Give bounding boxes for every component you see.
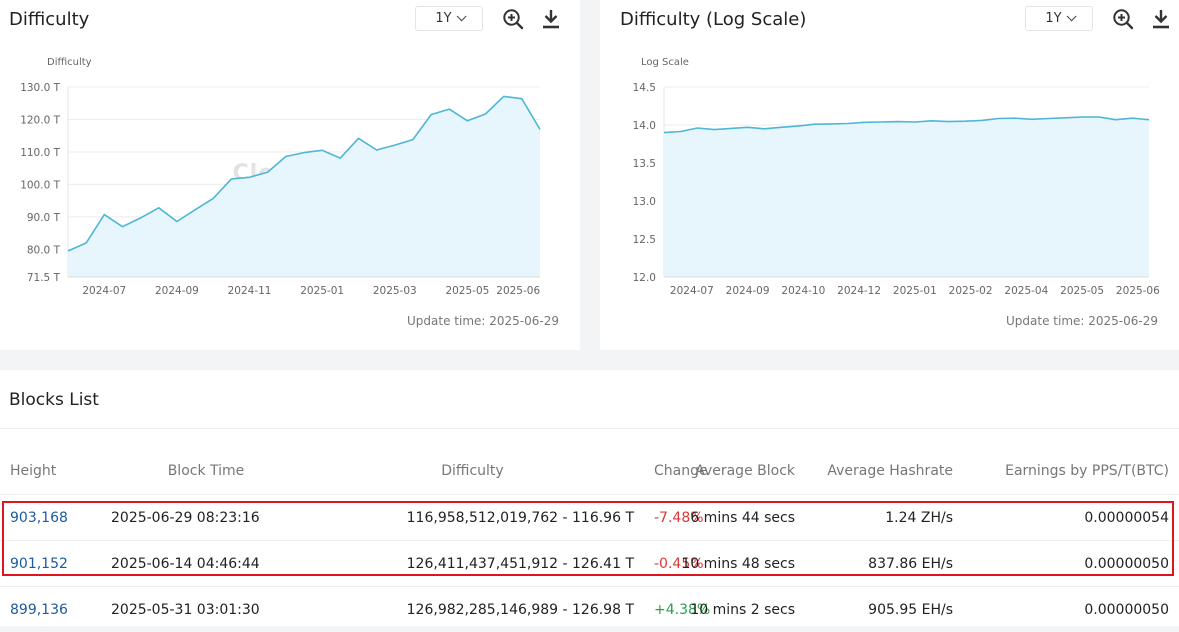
difficulty-cell: 116,958,512,019,762 - 116.96 T [301, 495, 644, 541]
blocks-table: Height Block Time Difficulty Change Aver… [0, 448, 1179, 632]
block-height-link[interactable]: 903,168 [10, 510, 68, 526]
blocks-list-title: Blocks List [9, 390, 99, 410]
column-header-earnings: Earnings by PPS/T(BTC) [963, 448, 1179, 495]
x-tick-label: 2025-05 [1060, 285, 1104, 297]
y-tick-label: 14.5 [633, 82, 656, 94]
y-tick-label: 130.0 T [20, 82, 60, 94]
average-hashrate-cell: 1.24 ZH/s [805, 495, 963, 541]
x-tick-label: 2025-06 [496, 285, 540, 297]
x-tick-label: 2024-09 [726, 285, 770, 297]
column-header-change: Change [644, 448, 660, 495]
download-icon[interactable] [1150, 8, 1172, 30]
x-tick-label: 2025-06 [1116, 285, 1160, 297]
x-tick-label: 2025-02 [949, 285, 993, 297]
y-tick-label: 71.5 T [27, 272, 61, 284]
series-area [664, 117, 1149, 277]
difficulty-cell: 126,982,285,146,989 - 126.98 T [301, 587, 644, 632]
earnings-cell: 0.00000050 [963, 587, 1179, 632]
y-tick-label: 90.0 T [27, 212, 61, 224]
block-time-cell: 2025-06-29 08:23:16 [111, 495, 301, 541]
y-tick-label: 100.0 T [20, 179, 60, 191]
log-update-time: Update time: 2025-06-29 [1006, 314, 1158, 328]
change-cell: -0.45% [644, 541, 660, 587]
log-scale-chart: Log Scale 14.5 14.0 13.5 13.0 12.5 12.0 2024-07… [600, 40, 1179, 310]
change-cell: -7.48% [644, 495, 660, 541]
table-header-row: Height Block Time Difficulty Change Aver… [0, 448, 1179, 495]
difficulty-update-time: Update time: 2025-06-29 [407, 314, 559, 328]
x-tick-label: 2025-01 [300, 285, 344, 297]
earnings-cell: 0.00000054 [963, 495, 1179, 541]
x-tick-label: 2025-04 [1004, 285, 1048, 297]
y-tick-label: 110.0 T [20, 147, 60, 159]
column-header-block-time: Block Time [111, 448, 301, 495]
block-height-link[interactable]: 899,136 [10, 602, 68, 618]
difficulty-period-value: 1Y [435, 11, 451, 26]
y-axis-title: Log Scale [641, 57, 689, 68]
y-tick-label: 80.0 T [27, 244, 61, 256]
y-tick-label: 12.0 [633, 272, 656, 284]
column-header-height: Height [0, 448, 111, 495]
chevron-down-icon [456, 11, 466, 21]
log-scale-card: Difficulty (Log Scale) 1Y Log Scale 14.5 1… [600, 0, 1179, 350]
x-tick-label: 2024-12 [837, 285, 881, 297]
difficulty-card: Difficulty 1Y Difficulty 130.0 T 120.0 T 11… [0, 0, 580, 350]
x-tick-label: 2024-11 [228, 285, 272, 297]
block-time-cell: 2025-05-31 03:01:30 [111, 587, 301, 632]
column-header-average-hashrate: Average Hashrate [805, 448, 963, 495]
x-tick-label: 2024-07 [82, 285, 126, 297]
download-icon[interactable] [540, 8, 562, 30]
table-row: 901,152 2025-06-14 04:46:44 126,411,437,… [0, 541, 1179, 587]
average-block-cell: 10 mins 48 secs [660, 541, 805, 587]
x-tick-label: 2024-10 [781, 285, 825, 297]
y-tick-label: 120.0 T [20, 114, 60, 126]
y-tick-label: 14.0 [633, 120, 656, 132]
column-header-difficulty: Difficulty [301, 448, 644, 495]
table-row: 899,136 2025-05-31 03:01:30 126,982,285,… [0, 587, 1179, 632]
change-cell: +4.38% [644, 587, 660, 632]
difficulty-title: Difficulty [9, 9, 89, 30]
series-area [68, 96, 540, 277]
zoom-in-icon[interactable] [502, 8, 524, 30]
average-hashrate-cell: 837.86 EH/s [805, 541, 963, 587]
log-period-value: 1Y [1045, 11, 1061, 26]
x-tick-label: 2024-07 [670, 285, 714, 297]
log-period-select[interactable]: 1Y [1025, 6, 1093, 31]
x-tick-label: 2025-03 [373, 285, 417, 297]
y-tick-label: 12.5 [633, 234, 656, 246]
average-hashrate-cell: 905.95 EH/s [805, 587, 963, 632]
x-tick-label: 2025-01 [893, 285, 937, 297]
log-scale-title: Difficulty (Log Scale) [620, 9, 806, 30]
difficulty-period-select[interactable]: 1Y [415, 6, 483, 31]
difficulty-chart: Difficulty 130.0 T 120.0 T 110.0 T 100.0 T 90… [0, 40, 580, 310]
earnings-cell: 0.00000050 [963, 541, 1179, 587]
table-row: 903,168 2025-06-29 08:23:16 116,958,512,… [0, 495, 1179, 541]
block-time-cell: 2025-06-14 04:46:44 [111, 541, 301, 587]
block-height-link[interactable]: 901,152 [10, 556, 68, 572]
y-axis-title: Difficulty [47, 57, 92, 68]
divider [0, 428, 1179, 429]
x-tick-label: 2024-09 [155, 285, 199, 297]
zoom-in-icon[interactable] [1112, 8, 1134, 30]
difficulty-cell: 126,411,437,451,912 - 126.41 T [301, 541, 644, 587]
y-tick-label: 13.5 [633, 158, 656, 170]
chevron-down-icon [1066, 11, 1076, 21]
y-tick-label: 13.0 [633, 196, 656, 208]
blocks-list-card: Blocks List Height Block Time Difficulty… [0, 370, 1179, 626]
x-tick-label: 2025-05 [445, 285, 489, 297]
